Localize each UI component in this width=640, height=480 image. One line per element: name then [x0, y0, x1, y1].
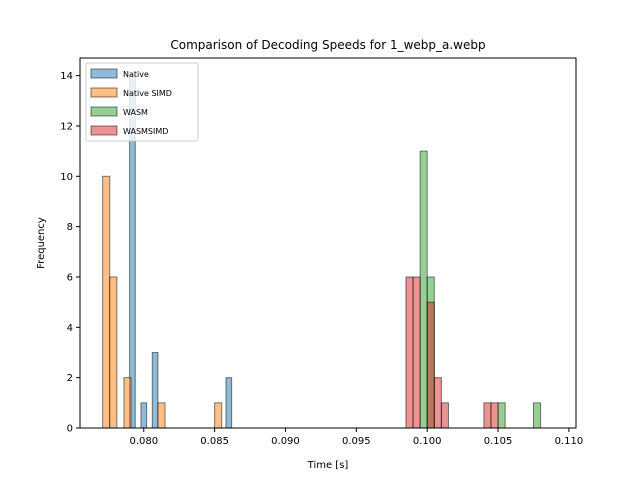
bar-wasm-0 — [419, 150, 428, 429]
legend-label: WASMSIMD — [123, 127, 168, 136]
x-tick-label: 0.080 — [129, 436, 158, 447]
plot-frame — [79, 57, 577, 429]
bar-wasm-3 — [532, 402, 542, 429]
legend-swatch — [90, 106, 118, 117]
bar-native-2 — [140, 402, 148, 429]
legend-box — [85, 62, 199, 142]
bar-wasmsimd-2 — [426, 301, 435, 429]
bars-layer — [102, 75, 542, 429]
bar-wasm-2 — [497, 402, 506, 429]
x-tick-label: 0.090 — [271, 436, 300, 447]
y-tick-label: 12 — [60, 121, 73, 132]
y-tick-label: 2 — [67, 373, 73, 384]
bar-native-4 — [225, 377, 233, 429]
x-tick-label: 0.095 — [342, 436, 371, 447]
bar-wasmsimd-0 — [405, 276, 414, 429]
y-tick-label: 4 — [67, 323, 73, 334]
bar-wasmsimd-6 — [490, 402, 499, 429]
bar-wasmsimd-1 — [412, 276, 421, 429]
bar-native-3 — [151, 351, 159, 429]
legend-label: Native — [123, 70, 149, 79]
legend-swatch — [90, 125, 118, 136]
x-axis-label: Time [s] — [307, 460, 349, 471]
y-tick-label: 8 — [67, 222, 73, 233]
bar-native-simd-1 — [109, 276, 118, 429]
y-tick-label: 6 — [67, 272, 73, 283]
y-axis: 0 2 4 6 8 10 12 14 — [60, 71, 80, 435]
bar-wasmsimd-4 — [440, 402, 449, 429]
y-tick-label: 0 — [67, 424, 73, 435]
bar-wasmsimd-5 — [483, 402, 492, 429]
legend: Native Native SIMD WASM WASMSIMD — [85, 62, 199, 142]
x-tick-label: 0.100 — [413, 436, 442, 447]
bar-native-simd-2 — [123, 377, 132, 429]
bar-native-simd-4 — [214, 402, 223, 429]
legend-label: Native SIMD — [123, 89, 172, 98]
x-tick-label: 0.085 — [200, 436, 229, 447]
y-tick-label: 14 — [60, 71, 73, 82]
x-axis: 0.080 0.085 0.090 0.095 0.100 0.105 0.110 — [129, 428, 583, 447]
bar-native-simd-3 — [157, 402, 166, 429]
legend-swatch — [90, 68, 118, 79]
bar-native-simd-0 — [102, 175, 111, 429]
legend-label: WASM — [123, 108, 148, 117]
x-tick-label: 0.105 — [484, 436, 513, 447]
y-axis-label: Frequency — [36, 217, 47, 269]
x-tick-label: 0.110 — [555, 436, 584, 447]
y-tick-label: 10 — [60, 172, 73, 183]
chart-title: Comparison of Decoding Speeds for 1_webp… — [170, 38, 485, 52]
legend-swatch — [90, 87, 118, 98]
bar-wasmsimd-3 — [433, 377, 442, 429]
